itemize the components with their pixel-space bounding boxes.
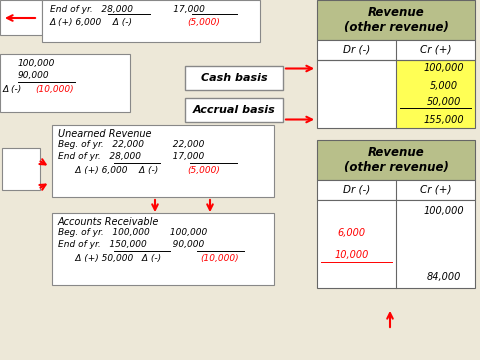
Bar (317, 40, 475, 60)
Text: 100,000: 100,000 (423, 206, 464, 216)
Text: Cr (+): Cr (+) (420, 45, 451, 55)
Text: (5,000): (5,000) (187, 166, 220, 175)
Text: Beg. of yr.   100,000       100,000: Beg. of yr. 100,000 100,000 (58, 228, 207, 237)
Text: Δ (-): Δ (-) (3, 85, 25, 94)
Text: 5,000: 5,000 (430, 81, 457, 90)
Bar (317, 140, 475, 180)
Text: Δ (+) 6,000    Δ (-): Δ (+) 6,000 Δ (-) (58, 166, 164, 175)
Bar (0, 0, 42, 35)
Text: (other revenue): (other revenue) (344, 21, 448, 33)
Bar (185, 98, 283, 122)
Text: 100,000: 100,000 (18, 59, 55, 68)
Text: End of yr.   28,000              17,000: End of yr. 28,000 17,000 (50, 5, 205, 14)
Text: Cash basis: Cash basis (201, 73, 267, 83)
Bar (42, 0, 260, 42)
Text: End of yr.   28,000           17,000: End of yr. 28,000 17,000 (58, 152, 204, 161)
Text: Revenue: Revenue (368, 145, 424, 158)
Text: Dr (-): Dr (-) (343, 45, 370, 55)
Text: Revenue: Revenue (368, 5, 424, 18)
Bar (0, 54, 130, 112)
Text: 6,000: 6,000 (337, 228, 366, 238)
Text: Δ (+) 6,000    Δ (-): Δ (+) 6,000 Δ (-) (50, 18, 139, 27)
Bar (185, 66, 283, 90)
Text: 155,000: 155,000 (423, 114, 464, 125)
Text: 10,000: 10,000 (334, 250, 369, 260)
Bar (317, 0, 475, 40)
Text: Accounts Receivable: Accounts Receivable (58, 217, 159, 227)
Text: Beg. of yr.   22,000          22,000: Beg. of yr. 22,000 22,000 (58, 140, 204, 149)
Bar (52, 125, 274, 197)
Bar (2, 148, 40, 190)
Text: (10,000): (10,000) (200, 254, 239, 263)
Bar (317, 200, 475, 288)
Bar (396, 60, 475, 128)
Text: Unearned Revenue: Unearned Revenue (58, 129, 152, 139)
Text: Cr (+): Cr (+) (420, 185, 451, 195)
Bar (317, 180, 475, 200)
Text: 84,000: 84,000 (426, 272, 461, 282)
Text: Δ (+) 50,000   Δ (-): Δ (+) 50,000 Δ (-) (58, 254, 167, 263)
Text: 90,000: 90,000 (18, 71, 49, 80)
Text: (10,000): (10,000) (35, 85, 73, 94)
Text: Dr (-): Dr (-) (343, 185, 370, 195)
Bar (52, 213, 274, 285)
Bar (317, 60, 475, 128)
Bar (317, 60, 396, 128)
Text: Accrual basis: Accrual basis (192, 105, 276, 115)
Text: (5,000): (5,000) (187, 18, 220, 27)
Text: 100,000: 100,000 (423, 63, 464, 73)
Text: (other revenue): (other revenue) (344, 161, 448, 174)
Text: 50,000: 50,000 (426, 98, 461, 108)
Text: End of yr.   150,000         90,000: End of yr. 150,000 90,000 (58, 240, 204, 249)
